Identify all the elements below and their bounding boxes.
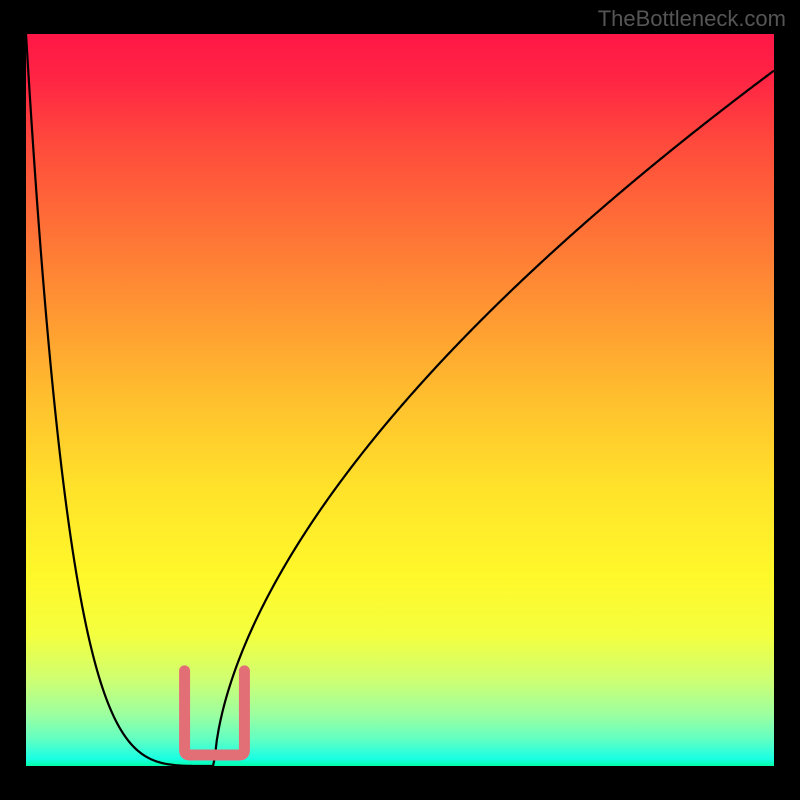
bottleneck-chart	[0, 0, 800, 800]
stage: TheBottleneck.com	[0, 0, 800, 800]
plot-background-gradient	[26, 34, 774, 766]
watermark-text: TheBottleneck.com	[598, 6, 786, 32]
